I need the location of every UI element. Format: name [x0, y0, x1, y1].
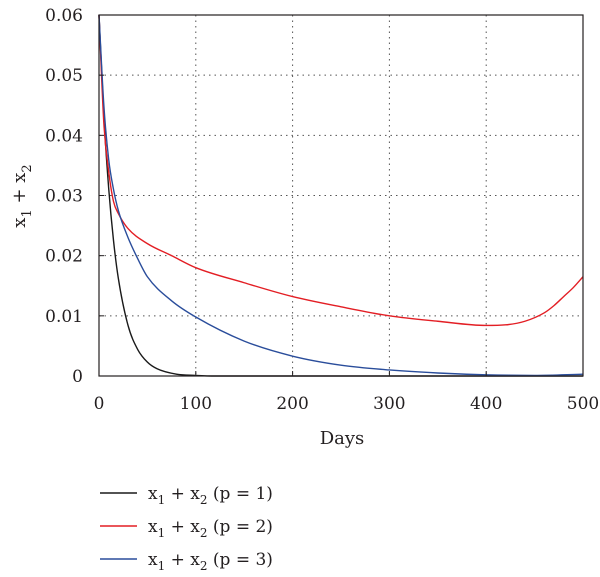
plot-frame [98, 14, 584, 377]
x-tick-label: 100 [180, 394, 212, 414]
series-line-p2 [98, 14, 584, 327]
grid-lines [99, 15, 583, 376]
svg-text:x1 + x2: x1 + x2 [9, 164, 35, 227]
y-tick-label: 0.04 [45, 126, 83, 146]
y-tick-label: 0.03 [45, 187, 83, 207]
x-tick-label: 400 [470, 394, 502, 414]
axes [98, 14, 584, 377]
x-axis-title: Days [320, 428, 365, 449]
x-tick-label: 200 [276, 394, 308, 414]
y-tick-label: 0.02 [45, 247, 83, 267]
x-tick-label: 500 [567, 394, 599, 414]
legend-item-p2: x1 + x2 (p = 2) [100, 517, 273, 540]
legend-label: x1 + x2 (p = 2) [148, 517, 273, 540]
y-tick-label: 0.05 [45, 66, 83, 86]
series-line-p3 [98, 14, 584, 377]
legend-item-p1: x1 + x2 (p = 1) [100, 484, 273, 507]
y-tick-label: 0.01 [45, 307, 83, 327]
legend-label: x1 + x2 (p = 1) [148, 484, 273, 507]
tick-labels: 0 100 200 300 400 500 0 0.01 0.02 0.03 0.04 0.05 0.0… [45, 6, 599, 414]
legend-item-p3: x1 + x2 (p = 3) [100, 550, 273, 573]
y-axis-title: x1 + x2 [9, 164, 35, 227]
legend: x1 + x2 (p = 1) x1 + x2 (p = 2) x1 + x2 (p… [100, 484, 273, 573]
x-tick-label: 0 [94, 394, 105, 414]
y-tick-label: 0.06 [45, 6, 83, 26]
legend-label: x1 + x2 (p = 3) [148, 550, 273, 573]
x-tick-label: 300 [373, 394, 405, 414]
y-tick-label: 0 [72, 367, 83, 387]
